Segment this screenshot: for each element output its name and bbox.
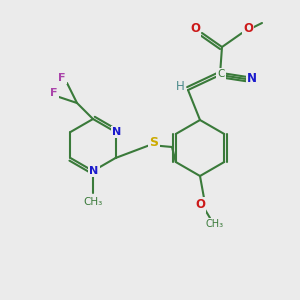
Text: C: C: [217, 69, 225, 79]
Text: F: F: [58, 73, 66, 83]
Text: CH₃: CH₃: [83, 197, 103, 207]
Text: N: N: [112, 127, 121, 137]
Text: O: O: [243, 22, 253, 35]
Text: N: N: [89, 166, 99, 176]
Text: S: S: [149, 136, 158, 149]
Text: O: O: [190, 22, 200, 35]
Text: CH₃: CH₃: [206, 219, 224, 229]
Text: O: O: [195, 199, 205, 212]
Text: N: N: [247, 73, 257, 85]
Text: F: F: [50, 88, 58, 98]
Text: H: H: [176, 80, 184, 94]
